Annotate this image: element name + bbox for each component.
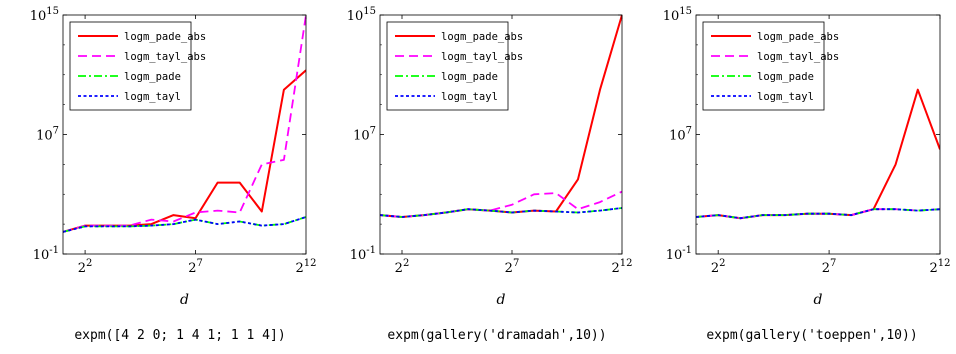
x-axis-label: d <box>814 292 823 308</box>
series-line-logm_tayl <box>696 208 940 220</box>
y-tick-label: 1015 <box>30 6 59 24</box>
legend-label: logm_tayl <box>124 91 181 103</box>
y-tick-label: 107 <box>36 126 59 144</box>
series-line-logm_tayl <box>380 207 622 218</box>
x-axis-label: d <box>497 292 506 308</box>
legend-label: logm_pade_abs <box>124 31 206 43</box>
x-tick-label: 212 <box>929 258 950 276</box>
series-group <box>696 88 940 220</box>
chart-caption-3: expm(gallery('toeppen',10)) <box>706 328 918 343</box>
x-tick-label: 22 <box>711 258 726 276</box>
x-tick-label: 27 <box>505 258 520 276</box>
legend-label: logm_pade <box>124 71 181 83</box>
legend-label: logm_tayl_abs <box>441 51 523 63</box>
series-line-logm_pade <box>63 216 306 233</box>
legend-label: logm_pade_abs <box>441 31 523 43</box>
legend-label: logm_tayl_abs <box>124 51 206 63</box>
legend-label: logm_tayl <box>441 91 498 103</box>
y-tick-label: 10-1 <box>33 245 59 263</box>
legend-label: logm_pade_abs <box>757 31 839 43</box>
x-tick-label: 212 <box>611 258 632 276</box>
x-tick-label: 27 <box>188 258 203 276</box>
y-tick-label: 107 <box>353 126 376 144</box>
x-tick-label: 22 <box>395 258 410 276</box>
chart-panel-1: 10-1 107 1015 22 27 212 d logm_pade_abs logm_tay… <box>30 6 317 308</box>
y-tick-label: 1015 <box>663 6 692 24</box>
legend-label: logm_pade <box>757 71 814 83</box>
chart-panel-2: 10-1 107 1015 22 27 212 d logm_pade_abs logm_tay… <box>347 6 633 308</box>
legend-label: logm_pade <box>441 71 498 83</box>
x-tick-label: 212 <box>295 258 316 276</box>
y-tick-label: 107 <box>669 126 692 144</box>
y-tick-label: 10-1 <box>666 245 692 263</box>
y-tick-label: 10-1 <box>350 245 376 263</box>
series-group <box>380 15 622 218</box>
series-group <box>63 15 306 233</box>
chart-caption-2: expm(gallery('dramadah',10)) <box>387 328 607 343</box>
series-line-logm_tayl_abs <box>380 190 622 218</box>
chart-panel-3: 10-1 107 1015 22 27 212 d logm_pade_abs logm_tay… <box>663 6 951 308</box>
x-tick-label: 22 <box>78 258 93 276</box>
series-line-logm_tayl <box>63 216 306 233</box>
y-tick-label: 1015 <box>347 6 376 24</box>
x-tick-label: 27 <box>822 258 837 276</box>
legend-label: logm_tayl <box>757 91 814 103</box>
chart-caption-1: expm([4 2 0; 1 4 1; 1 1 4]) <box>74 328 286 343</box>
x-axis-label: d <box>180 292 189 308</box>
legend-label: logm_tayl_abs <box>757 51 839 63</box>
